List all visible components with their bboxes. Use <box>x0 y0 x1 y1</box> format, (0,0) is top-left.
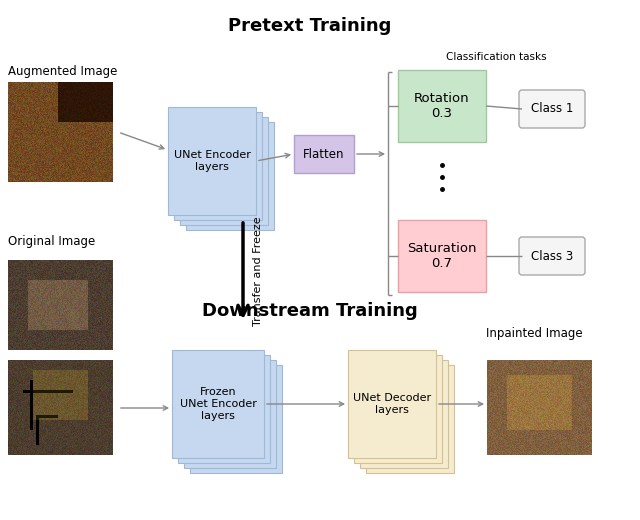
Text: UNet Encoder
layers: UNet Encoder layers <box>173 150 250 172</box>
Text: Original Image: Original Image <box>8 235 95 248</box>
FancyBboxPatch shape <box>168 107 256 215</box>
FancyBboxPatch shape <box>174 112 262 220</box>
FancyBboxPatch shape <box>354 355 442 463</box>
Text: Frozen
UNet Encoder
layers: Frozen UNet Encoder layers <box>180 387 257 421</box>
FancyBboxPatch shape <box>172 350 264 458</box>
FancyBboxPatch shape <box>184 360 276 468</box>
FancyBboxPatch shape <box>519 237 585 275</box>
FancyBboxPatch shape <box>294 135 354 173</box>
Text: Pretext Training: Pretext Training <box>228 17 392 35</box>
Text: Saturation
0.7: Saturation 0.7 <box>407 242 477 270</box>
Text: Masked Image: Masked Image <box>8 327 93 340</box>
FancyBboxPatch shape <box>190 365 282 473</box>
Text: Inpainted Image: Inpainted Image <box>486 327 582 340</box>
FancyBboxPatch shape <box>366 365 454 473</box>
Text: Transfer and Freeze: Transfer and Freeze <box>253 216 263 326</box>
Text: Downstream Training: Downstream Training <box>202 302 418 320</box>
Text: Class 3: Class 3 <box>531 250 573 263</box>
Text: Flatten: Flatten <box>303 148 345 161</box>
FancyBboxPatch shape <box>398 70 486 142</box>
FancyBboxPatch shape <box>519 90 585 128</box>
Text: Rotation
0.3: Rotation 0.3 <box>414 92 470 120</box>
Text: Augmented Image: Augmented Image <box>8 65 117 78</box>
FancyBboxPatch shape <box>178 355 270 463</box>
FancyBboxPatch shape <box>180 117 268 225</box>
FancyBboxPatch shape <box>348 350 436 458</box>
FancyBboxPatch shape <box>186 122 274 230</box>
FancyBboxPatch shape <box>360 360 448 468</box>
FancyBboxPatch shape <box>398 220 486 292</box>
Text: Classification tasks: Classification tasks <box>445 52 547 62</box>
Text: UNet Decoder
layers: UNet Decoder layers <box>353 393 431 415</box>
Text: Class 1: Class 1 <box>531 102 573 115</box>
